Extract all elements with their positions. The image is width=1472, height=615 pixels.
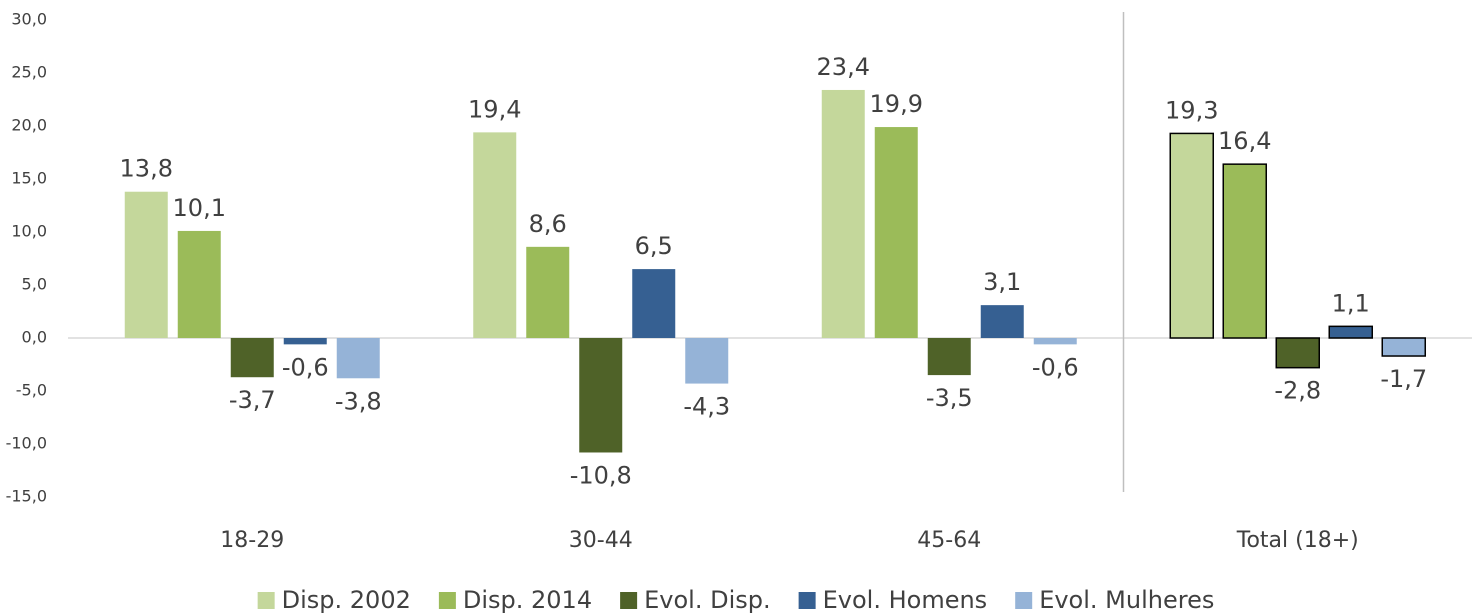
legend-swatch [1015,592,1033,609]
data-label: 10,1 [173,194,226,222]
x-tick-label: 18-29 [220,528,284,553]
data-label: -0,6 [282,353,329,381]
y-tick-label: -15,0 [6,487,47,506]
data-label: -3,5 [926,384,973,412]
data-label: 1,1 [1332,289,1370,317]
data-label: -2,8 [1274,377,1321,405]
y-tick-label: 10,0 [11,222,47,241]
legend-swatch [620,592,638,609]
bar [526,246,570,338]
bar [283,338,327,345]
data-label: 23,4 [817,53,870,81]
legend-swatch [257,592,275,609]
y-tick-label: 20,0 [11,116,47,135]
bar [632,269,676,338]
bar [1328,325,1373,339]
bar [874,127,918,338]
y-tick-label: 15,0 [11,169,47,188]
y-tick-label: 30,0 [11,10,47,29]
bar [1275,337,1320,369]
bar [336,338,380,379]
bar [230,338,274,378]
data-label: -0,6 [1032,353,1079,381]
data-label: -3,8 [335,387,382,415]
data-label: 13,8 [120,155,173,183]
data-label: 3,1 [983,268,1021,296]
data-label: -3,7 [229,386,276,414]
data-label: 8,6 [529,210,567,238]
x-tick-label: Total (18+) [1236,528,1359,553]
data-label: 6,5 [635,232,673,260]
bar [579,338,623,453]
bar [821,89,865,339]
bar [927,338,971,376]
legend-swatch [438,592,456,609]
bar [177,230,221,338]
bar [1381,337,1426,357]
bar [1222,163,1267,339]
bar [685,338,729,384]
x-tick-label: 45-64 [917,528,981,553]
y-tick-label: 0,0 [22,328,47,347]
bar [124,191,168,338]
legend-swatch [798,592,816,609]
data-label: 16,4 [1218,127,1271,155]
legend-label: Evol. Disp. [644,586,771,614]
bar [1169,132,1214,339]
y-tick-label: -10,0 [6,434,47,453]
data-label: 19,9 [870,90,923,118]
y-tick-label: 5,0 [22,275,47,294]
y-tick-label: -5,0 [16,381,47,400]
data-label: -1,7 [1380,365,1427,393]
bar [473,132,517,338]
legend-label: Disp. 2002 [282,586,411,614]
data-label: -4,3 [683,393,730,421]
data-label: 19,3 [1165,96,1218,124]
legend-label: Evol. Mulheres [1039,586,1214,614]
data-label: 19,4 [468,95,521,123]
data-label: -10,8 [570,461,632,489]
bar [1033,338,1077,345]
y-tick-label: 25,0 [11,63,47,82]
bar [980,305,1024,338]
x-tick-label: 30-44 [569,528,633,553]
legend-label: Evol. Homens [823,586,988,614]
legend-label: Disp. 2014 [463,586,592,614]
